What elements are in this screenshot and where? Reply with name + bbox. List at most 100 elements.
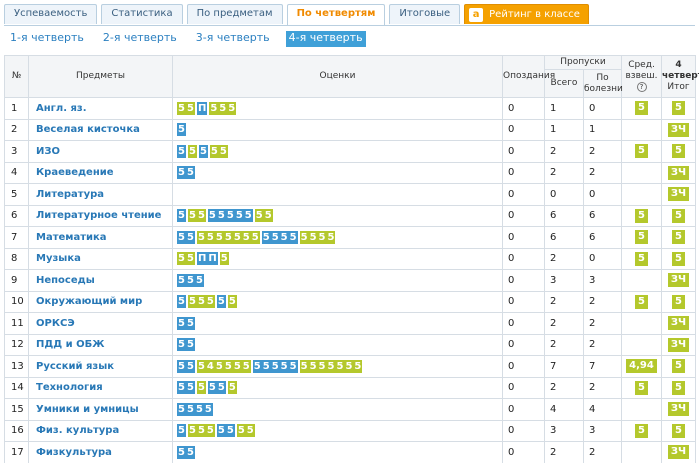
subject-link[interactable]: Веселая кисточка [28,118,173,141]
grade-mark[interactable]: 5 [196,209,206,223]
grade-mark[interactable]: 5 [279,230,289,244]
grade-mark[interactable]: 5 [187,424,197,438]
tab-3[interactable]: По предметам [186,4,283,24]
grade-mark[interactable]: 5 [216,295,226,309]
grade-mark[interactable]: 5 [177,295,186,309]
subject-link[interactable]: Технология [28,376,173,399]
tab-1[interactable]: Успеваемость [4,4,98,24]
grade-mark[interactable]: 5 [205,295,215,309]
grade-mark[interactable]: 5 [187,295,197,309]
grade-mark[interactable]: 5 [214,230,224,244]
grade-mark[interactable]: 5 [196,381,206,395]
grade-mark[interactable]: 5 [187,144,197,158]
grade-mark[interactable]: 5 [353,359,363,373]
grade-mark[interactable]: 5 [196,424,206,438]
grade-mark[interactable]: 5 [177,316,186,330]
grade-mark[interactable]: 5 [232,230,242,244]
grade-mark[interactable]: 5 [270,230,280,244]
grade-mark[interactable]: 5 [279,359,289,373]
grade-mark[interactable]: 5 [227,295,237,309]
grade-mark[interactable]: 5 [335,359,345,373]
grade-mark[interactable]: 5 [227,381,237,395]
grade-mark[interactable]: 5 [177,402,186,416]
grade-mark[interactable]: 5 [185,338,195,352]
tab-6[interactable]: a Рейтинг в классе [464,4,589,24]
grade-mark[interactable]: 5 [216,381,226,395]
subject-link[interactable]: Умники и умницы [28,398,173,421]
subject-link[interactable]: Литературное чтение [28,204,173,227]
grade-mark[interactable]: 5 [205,230,215,244]
grade-mark[interactable]: 5 [243,209,253,223]
grade-mark[interactable]: 5 [234,209,244,223]
grade-mark[interactable]: 5 [344,359,354,373]
grade-mark[interactable]: 5 [205,424,215,438]
grade-mark[interactable]: 5 [218,101,228,115]
grade-mark[interactable]: 5 [241,359,251,373]
grade-mark[interactable]: 5 [299,230,309,244]
grade-mark[interactable]: 5 [209,101,219,115]
grade-mark[interactable]: 5 [214,359,224,373]
grade-mark[interactable]: 5 [177,359,186,373]
help-icon[interactable]: ? [636,82,647,92]
grade-mark[interactable]: 5 [185,166,195,180]
tab-5[interactable]: Итоговые [389,4,461,24]
quarter-link-4[interactable]: 4-я четверть [285,31,366,47]
subject-link[interactable]: Музыка [28,247,173,270]
grade-mark[interactable]: 5 [227,101,237,115]
subject-link[interactable]: ОРКСЭ [28,312,173,335]
quarter-link-1[interactable]: 1-я четверть [10,31,84,44]
subject-link[interactable]: Англ. яз. [28,97,173,120]
grade-mark[interactable]: 5 [185,316,195,330]
grade-mark[interactable]: 4 [205,359,215,373]
grade-mark[interactable]: 5 [185,445,195,459]
grade-mark[interactable]: 5 [317,230,327,244]
grade-mark[interactable]: 5 [196,359,206,373]
grade-mark[interactable]: 5 [194,273,204,287]
grade-mark[interactable]: 5 [252,359,262,373]
grade-mark[interactable]: 5 [261,230,271,244]
grade-mark[interactable]: 5 [232,359,242,373]
tab-4[interactable]: По четвертям [286,4,386,26]
grade-mark[interactable]: 5 [219,252,229,266]
grade-mark[interactable]: 5 [288,359,298,373]
grade-mark[interactable]: 5 [177,338,186,352]
grade-mark[interactable]: 5 [194,402,204,416]
grade-mark[interactable]: 5 [207,209,217,223]
grade-mark[interactable]: 5 [177,144,186,158]
grade-mark[interactable]: 5 [185,230,195,244]
grade-mark[interactable]: 5 [223,230,233,244]
grade-mark[interactable]: 5 [263,209,273,223]
grade-mark[interactable]: 5 [218,144,228,158]
grade-mark[interactable]: 5 [185,359,195,373]
grade-mark[interactable]: 5 [177,381,186,395]
grade-mark[interactable]: 5 [177,445,186,459]
grade-mark[interactable]: 5 [177,166,186,180]
grade-mark[interactable]: 5 [299,359,309,373]
grade-mark[interactable]: 5 [177,209,186,223]
grade-mark[interactable]: 5 [185,252,195,266]
subject-link[interactable]: Математика [28,226,173,249]
grade-mark[interactable]: 5 [185,273,195,287]
subject-link[interactable]: Физ. культура [28,419,173,442]
grade-mark[interactable]: 5 [250,230,260,244]
grade-mark[interactable]: 5 [308,230,318,244]
grade-mark[interactable]: 5 [326,230,336,244]
grade-mark[interactable]: 5 [317,359,327,373]
quarter-link-3[interactable]: 3-я четверть [195,31,270,44]
grade-mark[interactable]: П [196,252,208,266]
grade-mark[interactable]: 5 [225,424,235,438]
grade-mark[interactable]: 5 [207,381,217,395]
subject-link[interactable]: Литература [28,183,173,206]
grade-mark[interactable]: 5 [185,402,195,416]
grade-mark[interactable]: 5 [198,144,208,158]
subject-link[interactable]: Окружающий мир [28,290,173,313]
subject-link[interactable]: Русский язык [28,355,173,378]
grade-mark[interactable]: 5 [245,424,255,438]
grade-mark[interactable]: 5 [185,381,195,395]
grade-mark[interactable]: П [207,252,218,266]
grade-mark[interactable]: 5 [177,123,186,137]
grade-mark[interactable]: 5 [177,424,186,438]
grade-mark[interactable]: 5 [326,359,336,373]
grade-mark[interactable]: 5 [185,101,195,115]
grade-mark[interactable]: 5 [177,230,186,244]
